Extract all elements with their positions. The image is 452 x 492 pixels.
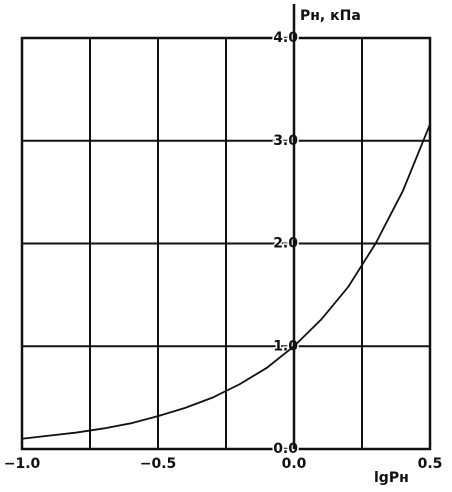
y-axis-label: Pн, кПа (300, 8, 361, 24)
x-tick-label: 0.5 (418, 456, 443, 472)
x-tick-label: 0.0 (282, 456, 307, 472)
y-tick-label: 3.0 (273, 133, 298, 149)
y-tick-label: 2.0 (273, 236, 298, 252)
y-tick-label: 4.0 (273, 30, 298, 46)
y-tick-label: 1.0 (273, 338, 298, 354)
y-tick-label: 0.0 (273, 441, 298, 457)
x-axis-label: lgPн (374, 470, 409, 486)
x-tick-label: −0.5 (140, 456, 177, 472)
data-line (21, 123, 431, 440)
x-tick-label: −1.0 (4, 456, 41, 472)
